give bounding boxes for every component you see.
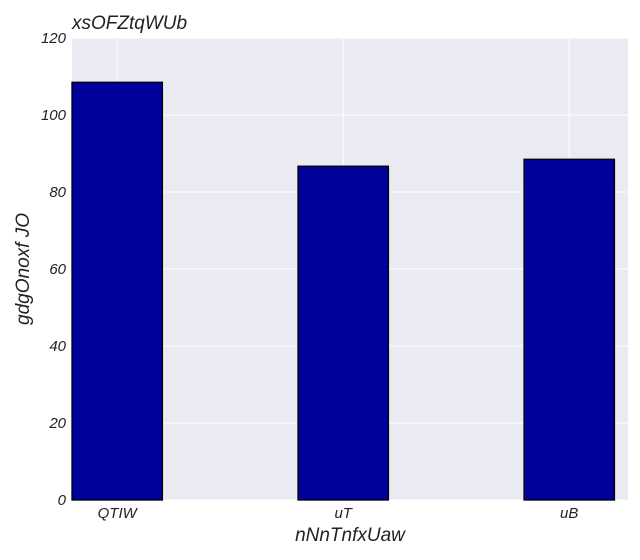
x-tick-labels: QTIW uT uB <box>98 505 579 522</box>
x-tick-label: uT <box>334 505 353 522</box>
bar-uT <box>297 165 390 501</box>
x-tick-label: uB <box>560 505 578 522</box>
y-tick-label: 0 <box>58 492 67 509</box>
y-tick-labels: 0 20 40 60 80 100 120 <box>41 30 67 509</box>
x-axis-label: nNnTnfxUaw <box>295 525 406 546</box>
y-tick-label: 40 <box>49 338 66 355</box>
y-tick-label: 120 <box>41 30 67 47</box>
bar-QTIW <box>71 81 164 501</box>
x-tick-label: QTIW <box>98 505 139 522</box>
y-tick-label: 60 <box>49 261 66 278</box>
y-tick-label: 20 <box>48 415 66 432</box>
chart-title: xsOFZtqWUb <box>71 13 187 34</box>
y-tick-label: 80 <box>49 184 66 201</box>
bar-uB <box>523 158 616 501</box>
y-tick-label: 100 <box>41 107 67 124</box>
y-axis-label: gdgOnoxf JO <box>13 213 34 325</box>
bars <box>71 81 616 501</box>
